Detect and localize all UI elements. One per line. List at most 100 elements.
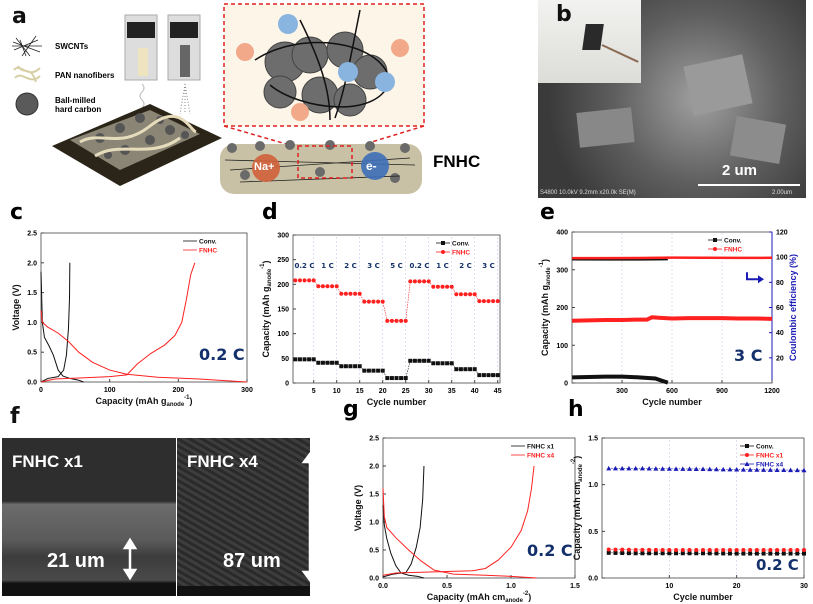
marker-square (417, 358, 422, 363)
y-axis-label-sub: anode (267, 268, 273, 286)
marker-square (626, 551, 631, 556)
marker-circle (660, 547, 665, 552)
c-rate-annotation: 0.2 C (199, 345, 245, 364)
x-axis-label-sup: -1 (184, 395, 190, 401)
x-tick-label: 0.5 (442, 583, 452, 590)
y-tick-label: 0.5 (27, 350, 37, 357)
magnified-inset (223, 3, 425, 149)
x-axis-label: Cycle number (367, 397, 427, 407)
marker-circle (380, 299, 385, 304)
marker-circle (330, 284, 335, 289)
marker-square (481, 373, 486, 378)
rate-label: 1 C (436, 262, 448, 270)
marker-circle (768, 548, 773, 552)
y-tick-label: 300 (556, 267, 568, 274)
x-tick-label: 30 (800, 583, 808, 590)
marker-circle (748, 548, 753, 552)
legend-label: FNHC x4 (527, 453, 554, 460)
marker-circle (633, 547, 638, 552)
marker-circle (606, 547, 611, 552)
scale-bar-label: 2 um (722, 162, 758, 179)
series-line-fnhc-x1-charge (382, 465, 425, 578)
swcnt-icon (12, 35, 42, 57)
marker-circle (745, 453, 749, 457)
marker-circle (647, 547, 652, 552)
y-tick-label: 150 (277, 307, 289, 314)
x-tick-label: 1.5 (570, 583, 580, 590)
marker-triangle (666, 466, 672, 471)
x-axis-label-main: Cycle number (367, 397, 427, 407)
marker-circle (394, 318, 399, 323)
marker-circle (626, 547, 631, 552)
marker-square (385, 376, 390, 381)
legend-label: FNHC x4 (756, 462, 783, 469)
marker-triangle (734, 467, 740, 472)
fnhc-x1-title: FNHC x1 (12, 452, 83, 471)
x-axis-label: Capacity (mAh cmanode-2) (427, 591, 532, 604)
marker-circle (713, 247, 717, 251)
marker-triangle (707, 466, 713, 472)
marker-circle (316, 284, 321, 289)
marker-square (486, 373, 491, 378)
marker-square (403, 376, 408, 381)
marker-circle (653, 547, 658, 552)
marker-triangle (794, 467, 800, 473)
marker-square (472, 367, 477, 372)
legend-label: FNHC x1 (527, 444, 554, 451)
series-line-fnhc-ce (572, 256, 773, 260)
marker-square (302, 357, 307, 362)
rate-label: 0.2 C (410, 262, 430, 270)
marker-square (734, 551, 739, 556)
panel-label-h: h (568, 397, 584, 422)
marker-circle (458, 292, 463, 297)
marker-circle (441, 250, 445, 254)
marker-square (408, 358, 413, 363)
marker-triangle (639, 465, 645, 471)
marker-square (741, 551, 746, 556)
marker-circle (399, 318, 404, 323)
marker-square (491, 373, 496, 378)
right-axis-arrow-icon (746, 272, 764, 284)
x-tick-label: 900 (716, 388, 728, 395)
marker-triangle (788, 467, 794, 473)
x-tick-label: 600 (666, 388, 678, 395)
rate-label: 2 C (459, 262, 471, 270)
fnhc-label: FNHC (433, 152, 481, 171)
legend-label: Conv. (724, 238, 742, 245)
marker-square (653, 551, 658, 556)
marker-circle (389, 318, 394, 323)
x-tick-label: 10 (665, 583, 673, 590)
marker-circle (734, 548, 739, 552)
x-axis-label-main: Capacity (mAh cm (427, 592, 506, 602)
marker-circle (680, 548, 685, 552)
legend-label: FNHC x1 (756, 453, 783, 460)
marker-square (788, 551, 793, 556)
marker-square (362, 368, 367, 373)
marker-circle (477, 299, 482, 304)
marker-circle (408, 279, 413, 284)
marker-circle (468, 292, 473, 297)
marker-circle (694, 548, 699, 552)
x-axis-label-sub: anode (167, 402, 185, 408)
y-tick-label: 0.0 (588, 576, 598, 583)
x-axis-label-end: ) (190, 396, 193, 406)
marker-circle (620, 547, 625, 552)
marker-square (330, 360, 335, 365)
spray-device-icon (124, 14, 201, 115)
marker-square (449, 361, 454, 366)
y-tick-label: 1.5 (369, 492, 379, 499)
y-tick-label: 1.5 (27, 290, 37, 297)
marker-square (311, 357, 316, 362)
marker-circle (454, 292, 459, 297)
marker-square (754, 551, 759, 556)
y-tick-label: 2.0 (369, 464, 379, 471)
marker-triangle (713, 466, 719, 472)
y2-tick-label: 20 (776, 355, 784, 362)
y-axis-label: Capacity (mAh cmanode-2) (571, 456, 584, 561)
marker-square (463, 367, 468, 372)
marker-triangle (633, 465, 639, 471)
plot-frame (601, 437, 805, 579)
marker-triangle (801, 467, 807, 473)
marker-circle (714, 548, 719, 552)
x-axis-label: Cycle number (642, 397, 702, 407)
